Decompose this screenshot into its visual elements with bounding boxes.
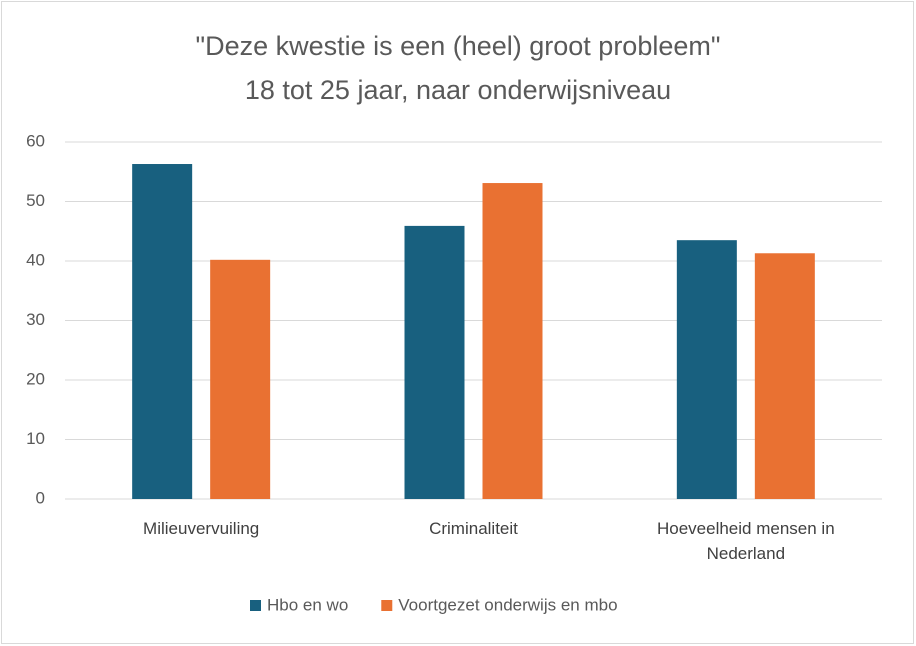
x-tick-label: Criminaliteit	[429, 519, 518, 538]
legend-swatch	[381, 600, 393, 611]
chart-subtitle: 18 tot 25 jaar, naar onderwijsniveau	[245, 75, 671, 105]
bar	[132, 164, 193, 499]
y-tick-label: 30	[26, 310, 45, 329]
y-tick-label: 0	[36, 488, 45, 507]
legend-label: Hbo en wo	[267, 595, 348, 614]
y-tick-label: 50	[26, 191, 45, 210]
x-tick-label: Milieuvervuiling	[143, 519, 260, 538]
bar	[210, 259, 271, 499]
y-tick-label: 10	[26, 429, 45, 448]
legend-swatch	[250, 600, 261, 611]
legend-label: Voortgezet onderwijs en mbo	[398, 595, 617, 614]
y-tick-label: 40	[26, 250, 45, 269]
y-tick-label: 20	[26, 369, 45, 388]
x-tick-label: Hoeveelheid mensen in Nederland	[656, 519, 835, 563]
bar	[676, 240, 737, 500]
chart-title: "Deze kwestie is een (heel) groot proble…	[196, 31, 721, 61]
bar	[482, 183, 543, 499]
bar	[754, 253, 815, 499]
bar	[404, 225, 465, 499]
y-tick-label: 60	[26, 131, 45, 150]
